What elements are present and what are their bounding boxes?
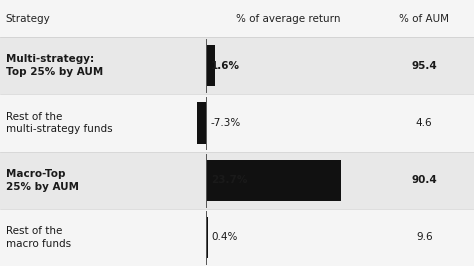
Bar [0,209,474,266]
Text: % of average return: % of average return [236,14,340,24]
Text: % of AUM: % of AUM [399,14,449,24]
Text: 9.6: 9.6 [416,232,433,242]
Text: Rest of the
multi-strategy funds: Rest of the multi-strategy funds [6,112,112,134]
Bar [206,45,215,86]
Bar [0,152,474,209]
Text: Strategy: Strategy [6,14,50,24]
Text: Rest of the
macro funds: Rest of the macro funds [6,226,71,249]
Bar [206,217,209,258]
Text: 23.7%: 23.7% [211,175,247,185]
Bar [206,160,341,201]
Text: 90.4: 90.4 [411,175,437,185]
Bar [0,37,474,94]
Bar [0,94,474,152]
Text: 0.4%: 0.4% [211,232,237,242]
Text: 4.6: 4.6 [416,118,433,128]
Text: 1.6%: 1.6% [211,61,240,71]
Bar [197,102,206,144]
Text: Macro-Top
25% by AUM: Macro-Top 25% by AUM [6,169,79,192]
Text: Multi-strategy:
Top 25% by AUM: Multi-strategy: Top 25% by AUM [6,55,103,77]
Text: -7.3%: -7.3% [211,118,241,128]
Text: 95.4: 95.4 [411,61,437,71]
